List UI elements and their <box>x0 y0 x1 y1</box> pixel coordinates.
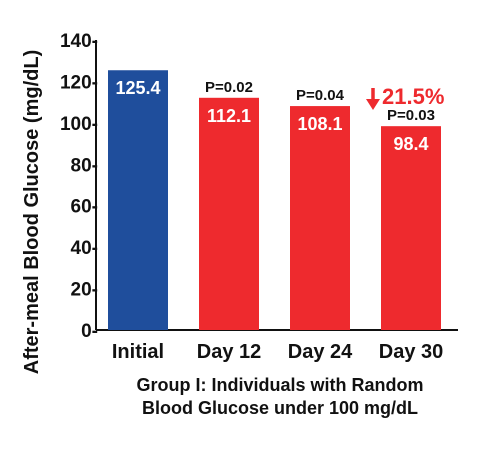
y-tick-label: 20- <box>71 280 98 301</box>
bar-initial <box>108 70 168 330</box>
category-label: Day 12 <box>197 341 262 363</box>
y-tick-label: 40- <box>71 238 98 259</box>
p-value-label: P=0.03 <box>387 107 435 124</box>
y-tick-label: 60- <box>71 197 98 218</box>
y-tick-label: 80- <box>71 155 98 176</box>
value-labels: 125.4 112.1 108.1 98.4 <box>115 78 428 154</box>
x-axis-caption-line-1: Group I: Individuals with Random <box>137 375 424 395</box>
y-tick-label: 0- <box>81 321 98 342</box>
p-value-label: P=0.04 <box>296 87 345 104</box>
value-label: 108.1 <box>297 114 342 134</box>
y-tick-label: 100- <box>60 114 98 135</box>
down-arrow-icon <box>366 88 380 110</box>
bar-day-24 <box>290 106 350 330</box>
category-label: Day 30 <box>379 341 444 363</box>
y-axis-title: After-meal Blood Glucose (mg/dL) <box>21 50 43 374</box>
x-axis-caption-line-2: Blood Glucose under 100 mg/dL <box>142 398 418 418</box>
category-labels: Initial Day 12 Day 24 Day 30 <box>112 341 443 363</box>
reduction-percent: 21.5% <box>382 84 444 109</box>
y-tick-label: 140- <box>60 31 98 52</box>
bars <box>108 70 441 331</box>
category-label: Day 24 <box>288 341 353 363</box>
reduction-annotation: 21.5% <box>366 84 444 110</box>
value-label: 98.4 <box>393 134 428 154</box>
y-tick-label: 120- <box>60 72 98 93</box>
p-value-labels: P=0.02 P=0.04 P=0.03 <box>205 79 435 124</box>
bar-day-12 <box>199 97 259 331</box>
bar-day-30 <box>381 126 441 331</box>
value-label: 112.1 <box>207 106 251 126</box>
p-value-label: P=0.02 <box>205 79 253 96</box>
category-label: Initial <box>112 341 164 363</box>
value-label: 125.4 <box>115 78 160 98</box>
y-tick-labels: 0- 20- 40- 60- 80- 100- 120- 140- <box>60 31 98 342</box>
